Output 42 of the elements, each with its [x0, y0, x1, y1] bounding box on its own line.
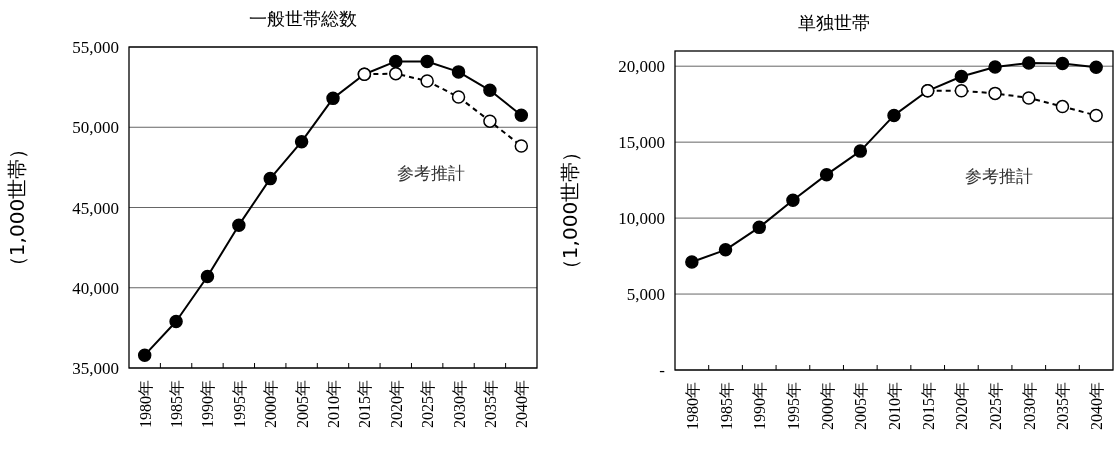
x-tick-label: 1990年 [199, 380, 217, 428]
x-tick-label: 1995年 [784, 382, 802, 430]
y-tick-label: 35,000 [72, 359, 119, 378]
x-tick-label: 2005年 [293, 380, 311, 428]
y-tick-label: - [659, 361, 666, 380]
x-tick-label: 2035年 [481, 380, 499, 428]
x-tick-label: 2025年 [419, 380, 437, 428]
x-tick-label: 2040年 [513, 380, 531, 428]
x-tick-label: 1995年 [230, 380, 248, 428]
y-tick-label: 5,000 [626, 285, 665, 305]
y-tick-label: 45,000 [72, 198, 119, 218]
y-tick-label: 10,000 [618, 209, 665, 229]
x-tick-label: 2000年 [262, 380, 280, 428]
x-tick-label: 1985年 [168, 380, 186, 428]
y-tick-label: 15,000 [618, 133, 665, 153]
y-tick-label: 40,000 [72, 278, 119, 298]
x-tick-label: 2025年 [987, 382, 1005, 430]
x-tick-label: 2015年 [919, 382, 937, 430]
x-tick-label: 2040年 [1088, 382, 1106, 430]
y-tick-label: 20,000 [618, 57, 665, 77]
x-tick-label: 2020年 [387, 380, 405, 428]
x-tick-label: 2015年 [356, 380, 374, 428]
x-tick-label: 2010年 [886, 382, 903, 430]
x-tick-label: 2030年 [450, 380, 468, 428]
y-tick-label: 55,000 [72, 38, 119, 57]
x-tick-label: 1980年 [683, 382, 701, 430]
x-tick-label: 2035年 [1054, 382, 1072, 430]
annotation: 参考推計 [965, 165, 1034, 186]
x-tick-label: 1980年 [136, 380, 154, 428]
x-tick-label: 1985年 [717, 382, 735, 430]
annotation: 参考推計 [396, 162, 465, 183]
y-axis-title: （1,000世帯） [5, 138, 29, 277]
x-tick-label: 2020年 [953, 382, 971, 430]
y-axis-title: （1,000世帯） [558, 141, 582, 280]
x-tick-label: 2005年 [852, 382, 870, 430]
chart-title: 単独世帯 [798, 12, 870, 33]
x-tick-label: 2000年 [818, 382, 836, 430]
y-tick-label: 50,000 [72, 118, 119, 138]
chart-title: 一般世帯総数 [249, 8, 357, 29]
x-tick-label: 2010年 [325, 380, 342, 428]
x-tick-label: 2030年 [1020, 382, 1038, 430]
x-tick-label: 1990年 [751, 382, 769, 430]
